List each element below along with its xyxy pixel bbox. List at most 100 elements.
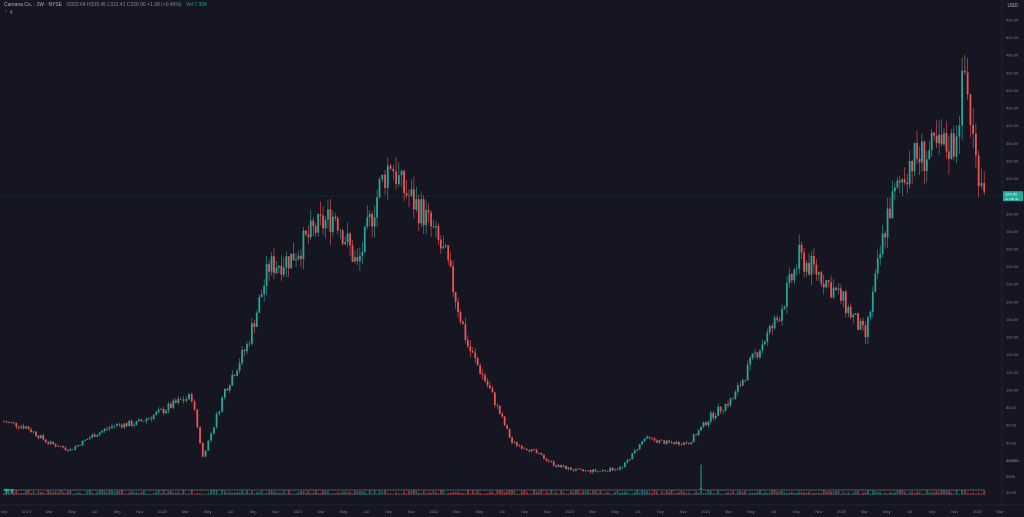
- currency-label[interactable]: USD: [1007, 3, 1018, 9]
- volume-tick-label: 1.000M: [1006, 458, 1019, 463]
- candle-body: [835, 287, 837, 290]
- candle-body: [643, 438, 646, 442]
- candle-body: [592, 469, 594, 473]
- candle-body: [210, 433, 212, 441]
- volume-bar: [295, 493, 297, 495]
- volume-bar: [852, 492, 855, 495]
- candle-body: [783, 306, 786, 309]
- candle-body: [118, 423, 121, 425]
- volume-bar: [820, 493, 823, 495]
- candle-body: [847, 306, 850, 314]
- candle-body: [185, 399, 188, 401]
- volume-bar: [462, 493, 464, 495]
- candle-body: [582, 469, 585, 471]
- candle-body: [577, 468, 580, 470]
- candle-body: [76, 445, 79, 447]
- volume-bar: [707, 490, 710, 495]
- volume-bar: [790, 491, 793, 495]
- volume-bar: [481, 493, 484, 495]
- candle-body: [739, 385, 742, 386]
- time-tick-label: Nov: [680, 509, 687, 514]
- volume-bar: [950, 492, 953, 495]
- candle-body: [628, 459, 631, 461]
- candle-body: [707, 421, 710, 426]
- candle-body: [442, 246, 445, 249]
- candle-body: [869, 311, 872, 318]
- candle-body: [190, 394, 193, 402]
- candle-body: [518, 445, 521, 447]
- time-tick-label: Nov: [272, 509, 279, 514]
- volume-bar: [966, 492, 969, 495]
- volume-bar: [452, 492, 455, 495]
- volume-bar: [174, 492, 177, 495]
- volume-bar: [270, 490, 273, 495]
- symbol-title[interactable]: Carvana Co. · 1W · NYSE: [4, 2, 63, 8]
- candle-body: [179, 398, 182, 400]
- candle-body: [322, 215, 324, 229]
- candle-body: [287, 256, 290, 269]
- volume-bar: [351, 493, 354, 495]
- volume-bar: [857, 490, 860, 495]
- volume-bar: [324, 490, 327, 495]
- candle-body: [212, 427, 215, 434]
- candle-body: [511, 437, 513, 443]
- time-tick-label: Jul: [92, 509, 97, 514]
- price-tick-label: 220.00: [1006, 282, 1019, 287]
- candle-body: [825, 280, 828, 288]
- candle-body: [889, 208, 891, 219]
- candle-body: [196, 409, 199, 428]
- volume-bar: [101, 490, 104, 495]
- volume-bar: [847, 491, 850, 495]
- volume-bar: [319, 493, 322, 495]
- candle-body: [479, 365, 482, 374]
- volume-bar: [314, 490, 317, 495]
- volume-bar: [651, 493, 653, 495]
- candle-body: [668, 440, 671, 443]
- candle-body: [447, 245, 450, 261]
- price-tick-label: 360.00: [1006, 158, 1019, 163]
- candle-body: [361, 251, 364, 256]
- candle-body: [972, 124, 975, 134]
- volume-bar: [449, 492, 452, 495]
- candle-body: [535, 449, 538, 454]
- candle-body: [930, 132, 933, 151]
- volume-bar: [859, 493, 862, 495]
- candle-body: [961, 70, 964, 126]
- candle-body: [331, 216, 334, 232]
- candle-body: [498, 405, 501, 414]
- volume-bar: [169, 491, 172, 495]
- volume-bar: [91, 492, 94, 495]
- volume-bar: [309, 493, 312, 495]
- volume-bar: [626, 491, 629, 495]
- volume-bar: [366, 493, 369, 495]
- candle-body: [356, 257, 359, 262]
- volume-bar: [363, 491, 366, 495]
- volume-bar: [889, 492, 891, 495]
- candle-body: [476, 358, 479, 366]
- volume-bar: [410, 491, 413, 495]
- volume-bar: [52, 492, 54, 495]
- volume-bar: [123, 493, 126, 495]
- candle-body: [101, 430, 104, 433]
- volume-bar: [44, 493, 47, 495]
- time-tick-label: Nov: [544, 509, 551, 514]
- candle-body: [336, 218, 339, 231]
- candle-body: [969, 94, 972, 125]
- candle-body: [285, 256, 288, 268]
- candle-body: [89, 437, 91, 439]
- candle-body: [420, 199, 423, 224]
- volume-bar: [486, 493, 489, 495]
- candle-body: [295, 259, 297, 261]
- volume-bar: [530, 493, 533, 495]
- legend-collapse-button[interactable]: ⌃ 4: [4, 10, 13, 16]
- volume-bar: [74, 493, 77, 495]
- volume-bar: [540, 490, 543, 495]
- time-tick-label: Sep: [929, 509, 937, 514]
- candle-body: [817, 272, 820, 275]
- candle-body: [827, 280, 830, 283]
- volume-bar: [349, 491, 351, 495]
- volume-bar: [552, 493, 555, 495]
- candle-body: [759, 350, 761, 358]
- candle-body: [700, 426, 702, 431]
